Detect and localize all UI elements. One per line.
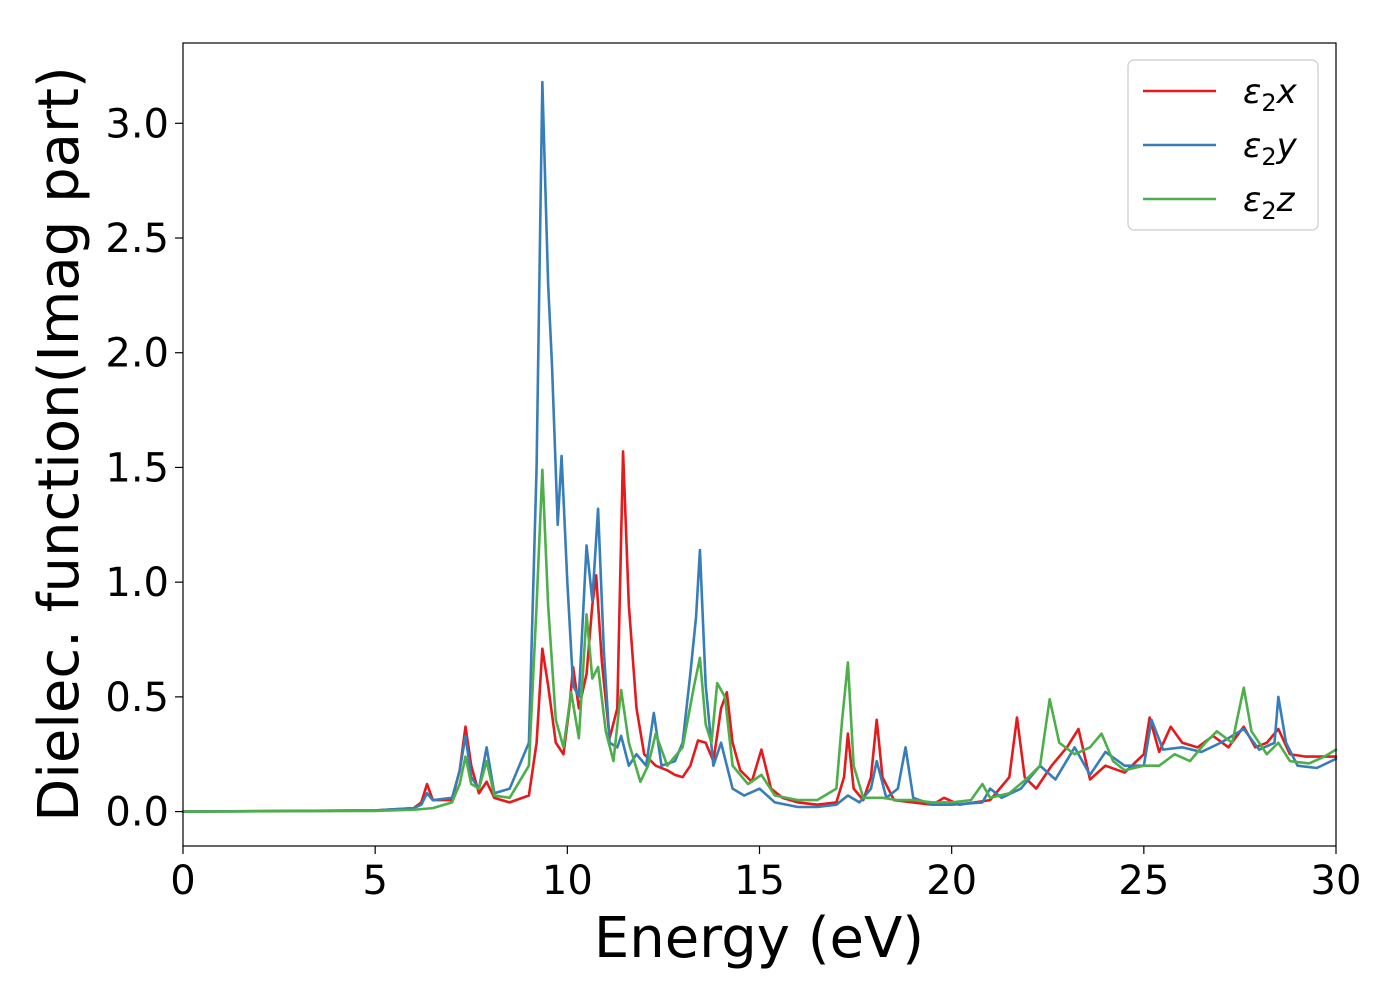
y-axis-label: Dielec. function(Imag part)	[27, 66, 92, 822]
x-tick-label: 10	[542, 858, 593, 904]
y-tick-label: 0.5	[105, 675, 169, 721]
series-layer	[181, 80, 1338, 813]
legend-box	[1127, 59, 1319, 231]
y-tick-label: 2.0	[105, 331, 169, 377]
legend-label-x: ε2x	[1243, 72, 1298, 117]
x-tick-label: 0	[170, 858, 195, 904]
y-tick-label: 1.0	[105, 560, 169, 606]
legend-label-y: ε2y	[1243, 126, 1298, 171]
x-axis-label: Energy (eV)	[594, 906, 924, 971]
series-line-z	[181, 468, 1338, 813]
x-tick-label: 15	[734, 858, 785, 904]
x-tick-label: 25	[1118, 858, 1169, 904]
y-tick-label: 0.0	[105, 790, 169, 836]
x-axis: 0 5 10 15 20 25 30	[170, 846, 1361, 904]
legend-label-z: ε2z	[1243, 180, 1296, 225]
y-tick-label: 2.5	[105, 216, 169, 262]
x-tick-label: 30	[1311, 858, 1362, 904]
y-tick-label: 1.5	[105, 445, 169, 491]
y-axis: 0.0 0.5 1.0 1.5 2.0 2.5 3.0	[105, 101, 183, 836]
legend: ε2x ε2y ε2z	[1127, 59, 1319, 231]
y-tick-label: 3.0	[105, 101, 169, 147]
x-tick-label: 20	[926, 858, 977, 904]
x-tick-label: 5	[362, 858, 387, 904]
